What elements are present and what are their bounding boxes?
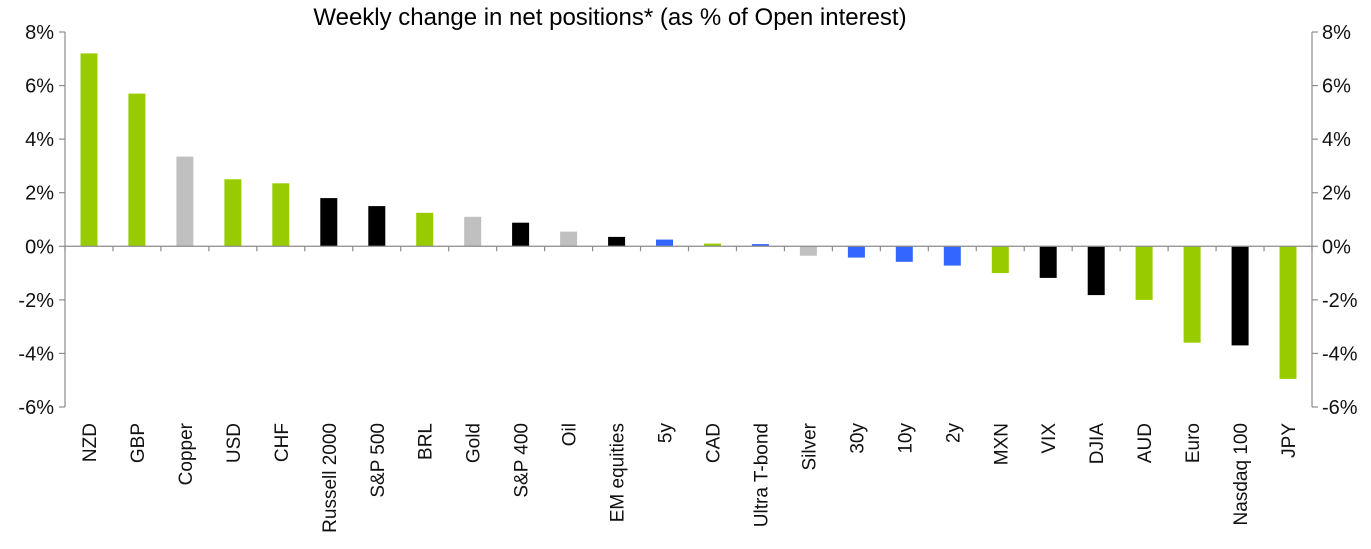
bar-jpy [1279,246,1297,379]
left-tick-label: 2% [25,183,54,205]
category-label: USD [224,423,245,463]
category-label: GBP [128,423,149,463]
bar-silver [799,246,817,256]
left-tick-label: 6% [25,76,54,98]
category-label: Euro [1183,423,1204,463]
bar-nasdaq-100 [1231,246,1249,346]
category-label: CAD [704,423,725,463]
category-label: 10y [895,423,916,454]
bar-5y [656,239,673,247]
bar-copper [176,156,194,247]
left-tick-label: 8% [25,22,54,44]
right-tick-label: 6% [1322,76,1351,98]
category-labels: NZD GBP Copper USD CHF Russell 2000 S&P 500 BRL… [80,422,1300,533]
left-tick-label: -6% [18,397,54,419]
bar-2y [943,246,961,266]
category-label: Copper [176,422,197,485]
left-tick-label: -2% [18,290,54,312]
bar-russell-2000 [320,198,338,247]
category-label: DJIA [1087,423,1108,465]
zero-line-group [64,245,1313,252]
category-label: S&P 400 [512,423,533,498]
bar-em-equities [608,236,626,247]
category-label: Gold [464,423,485,463]
category-label: EM equities [608,423,629,522]
category-label: S&P 500 [368,423,389,498]
right-tick-label: 2% [1322,183,1351,205]
bar-gold [464,216,482,247]
bars-layer [80,53,1297,379]
bar-10y [895,246,913,262]
category-label: 2y [943,423,964,444]
left-tick-label: 0% [25,236,54,258]
bar-djia [1087,246,1105,296]
category-label: AUD [1135,423,1156,463]
bar-s-p-400 [512,222,530,247]
bar-nzd [80,53,98,247]
bar-euro [1183,246,1201,343]
bar-cad [704,243,721,247]
bar-s-p-500 [368,206,386,247]
right-tick-label: -6% [1322,397,1358,419]
bar-vix [1039,246,1057,278]
bar-usd [224,179,242,247]
category-label: Oil [560,423,581,446]
category-label: Silver [799,422,820,470]
bar-brl [416,212,434,247]
bar-mxn [991,246,1009,274]
right-tick-label: 4% [1322,129,1351,151]
left-tick-label: -4% [18,343,54,365]
category-label: Nasdaq 100 [1231,423,1252,525]
bar-gbp [128,93,146,247]
category-label: CHF [272,423,293,462]
right-tick-label: -2% [1322,290,1358,312]
category-label: JPY [1279,423,1300,458]
category-label: BRL [416,423,437,460]
category-label: 30y [847,423,868,454]
category-label: Russell 2000 [320,423,341,533]
bar-ultra-t-bond [751,244,769,247]
category-label: 5y [656,423,677,444]
right-axis: 8% 6% 4% 2% 0% -2% -4% -6% [1311,22,1358,419]
category-label: VIX [1039,423,1060,454]
category-label: MXN [991,423,1012,465]
bar-30y [847,246,865,258]
bar-aud [1135,246,1153,300]
left-axis: 8% 6% 4% 2% 0% -2% -4% -6% [18,22,66,419]
right-tick-label: -4% [1322,343,1358,365]
left-tick-label: 4% [25,129,54,151]
category-label: NZD [80,423,101,462]
bar-chf [272,183,290,247]
category-label: Ultra T-bond [751,423,772,527]
chart-title: Weekly change in net positions* (as % of… [313,4,906,31]
right-tick-label: 0% [1322,236,1351,258]
right-tick-label: 8% [1322,22,1351,44]
bar-oil [560,231,578,247]
